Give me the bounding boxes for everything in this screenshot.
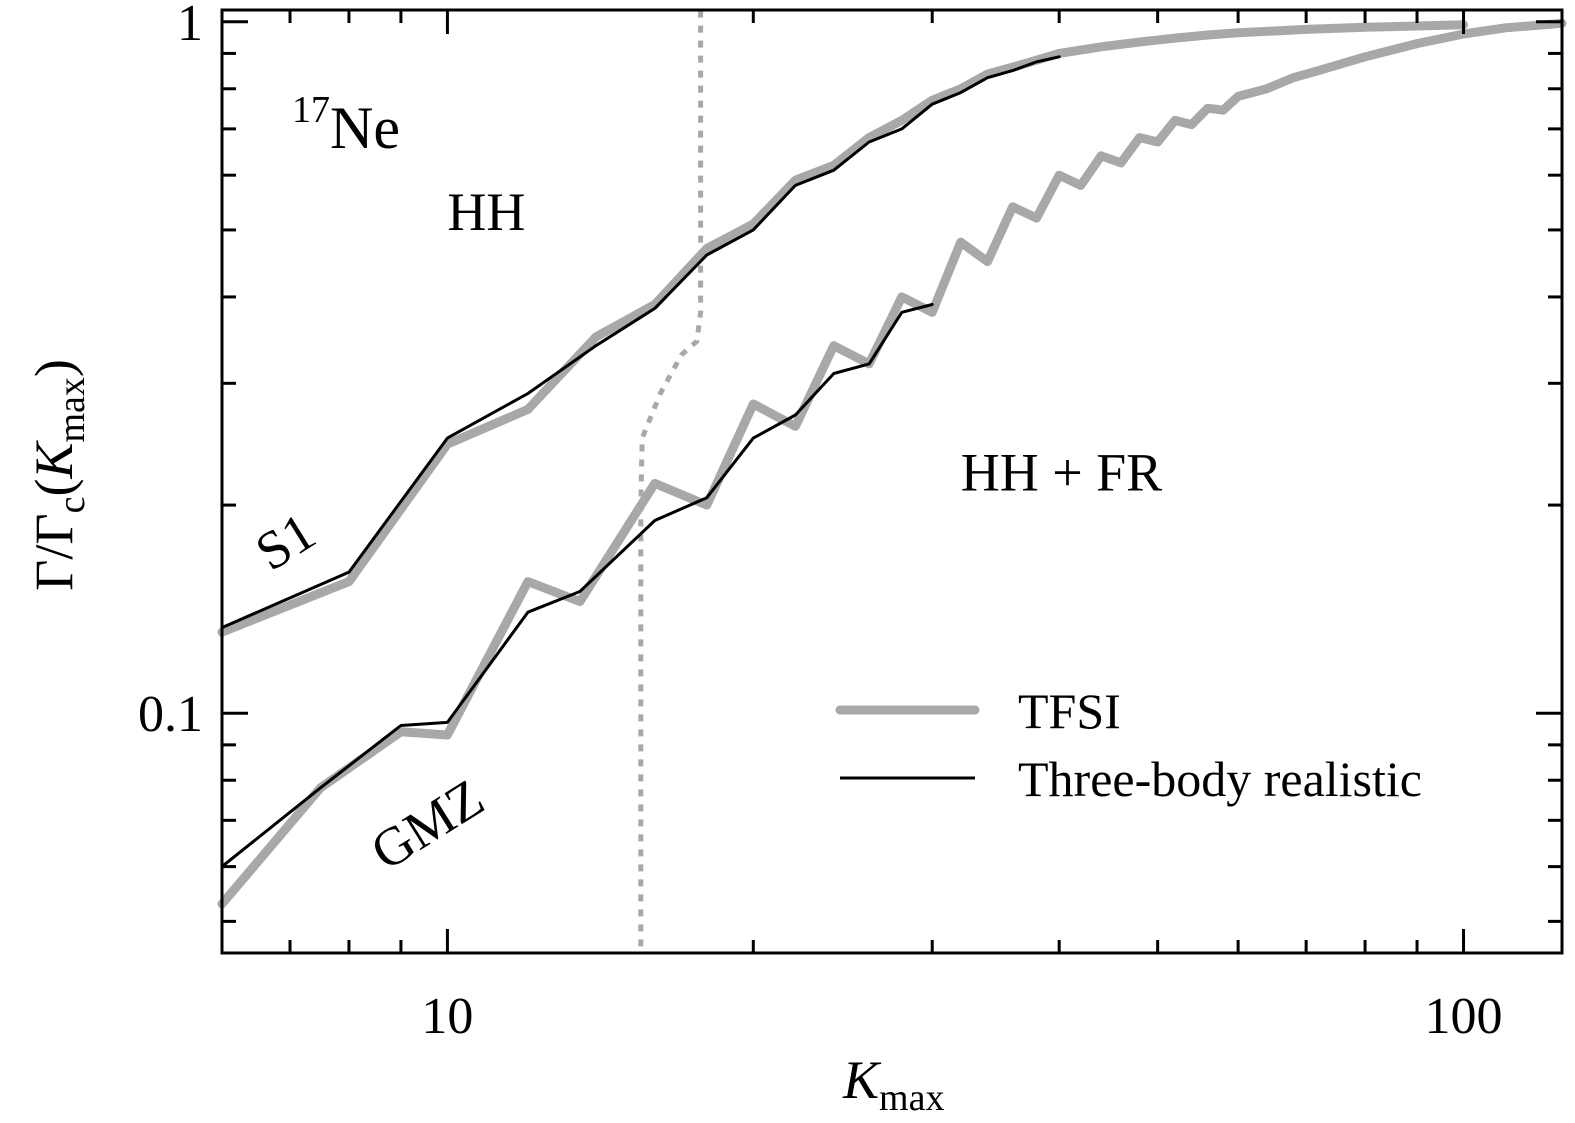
series-gmz-tfsi [217, 18, 1567, 909]
legend-label-tfsi: TFSI [1018, 683, 1121, 739]
y-axis-label-italic: K [24, 440, 84, 480]
series-gmz-three-body [220, 303, 934, 869]
nucleus-symbol: Ne [330, 95, 400, 161]
plot-frame [220, 8, 1564, 955]
x-axis-label: Kmax [842, 1050, 944, 1119]
series-boundary-dotted-boundary [638, 10, 704, 947]
nucleus-label: 17Ne [292, 89, 400, 161]
tick-labels-layer: 10 100 0.1 1 [138, 0, 1503, 1045]
series-s1-tfsi [217, 20, 1468, 637]
x-tick-label: 100 [1425, 988, 1503, 1045]
series-layer [217, 10, 1567, 947]
y-tick-label: 1 [177, 0, 203, 52]
x-axis-label-sub: max [879, 1077, 944, 1119]
nucleus-mass: 17 [292, 89, 330, 131]
y-axis-label-sub2: max [51, 377, 93, 442]
x-tick-label: 10 [421, 988, 473, 1045]
ticks-layer [220, 10, 1562, 953]
y-axis-label-main: Γ/Γ [24, 513, 84, 590]
legend-label-three-body: Three-body realistic [1018, 751, 1422, 807]
annotation-hh: HH [447, 182, 525, 242]
series-s1-three-body [220, 55, 1061, 630]
y-axis-label: Γ/Γc(Kmax) [24, 359, 93, 591]
y-axis-label-paren-open: ( [24, 479, 84, 497]
y-tick-label: 0.1 [138, 686, 203, 743]
y-axis-label-sub1: c [51, 497, 93, 514]
annotation-hh-fr: HH + FR [961, 442, 1163, 502]
x-axis-label-main: K [842, 1050, 882, 1110]
y-axis-label-paren-close: ) [24, 359, 84, 377]
legend: TFSI Three-body realistic [835, 683, 1422, 807]
